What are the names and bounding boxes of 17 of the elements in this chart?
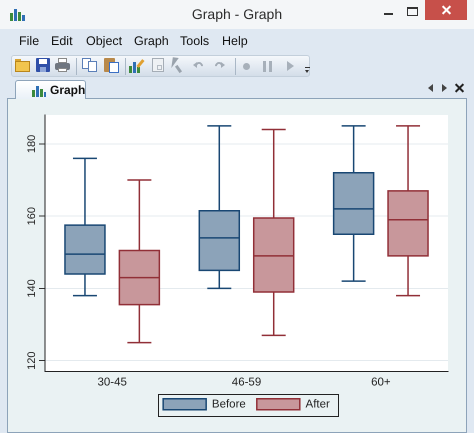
legend-label: Before [212, 398, 246, 410]
y-tick-label: 120 [26, 351, 38, 370]
x-tick-label: 46-59 [232, 376, 262, 389]
text: Graph [50, 83, 86, 97]
y-tick-label: 180 [26, 134, 38, 154]
text: Object [86, 34, 122, 48]
text: Graph - Graph [192, 6, 282, 22]
x-tick-label: 30-45 [97, 376, 127, 389]
text: Edit [51, 34, 73, 48]
text: Graph [134, 34, 169, 48]
y-tick-label: 160 [26, 206, 38, 226]
text: Tools [180, 34, 210, 48]
text: Help [222, 34, 248, 48]
text: File [19, 34, 40, 48]
x-tick-label: 60+ [371, 376, 391, 389]
y-tick-label: 140 [26, 279, 38, 298]
legend-label: After [306, 398, 330, 410]
